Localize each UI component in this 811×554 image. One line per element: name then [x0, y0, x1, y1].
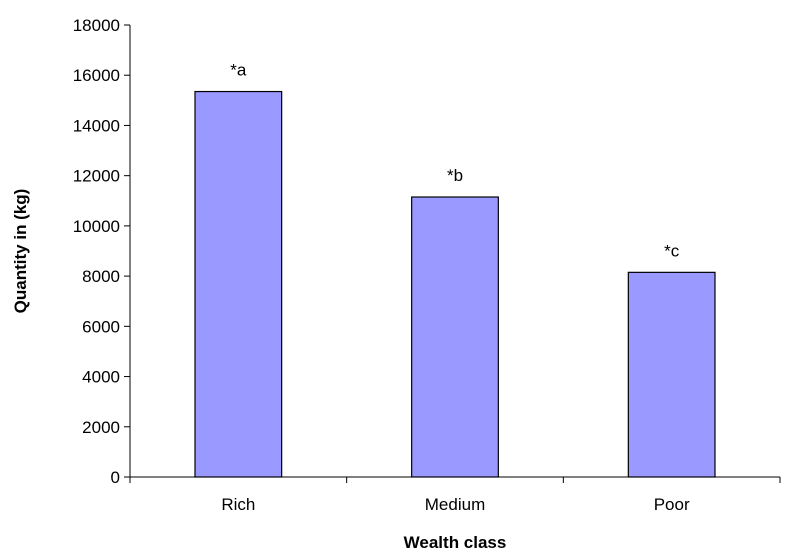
y-tick-label: 8000 [82, 267, 120, 286]
y-tick-label: 2000 [82, 418, 120, 437]
y-axis-title: Quantity in (kg) [11, 189, 30, 314]
x-tick-label: Medium [425, 495, 485, 514]
y-axis-ticks: 0 2000 4000 6000 8000 10000 12000 14000 16000 180… [73, 16, 130, 487]
y-tick-label: 0 [111, 468, 120, 487]
y-tick-label: 10000 [73, 217, 120, 236]
bar-rich [194, 90, 283, 478]
x-axis-ticks: Rich Medium Poor [129, 477, 781, 514]
bars: *a *b *c [194, 61, 716, 478]
y-tick-label: 16000 [73, 66, 120, 85]
y-tick-label: 4000 [82, 368, 120, 387]
x-tick-label: Poor [654, 495, 690, 514]
x-axis-title: Wealth class [404, 533, 507, 552]
bar-data-label: *b [447, 166, 463, 185]
y-tick-label: 14000 [73, 116, 120, 135]
bar-data-label: *c [664, 241, 680, 260]
y-tick-label: 6000 [82, 317, 120, 336]
bar-medium [411, 196, 499, 478]
y-tick-label: 12000 [73, 167, 120, 186]
bar-poor [627, 271, 716, 478]
y-tick-label: 18000 [73, 16, 120, 35]
x-tick-label: Rich [221, 495, 255, 514]
bar-data-label: *a [230, 61, 247, 80]
